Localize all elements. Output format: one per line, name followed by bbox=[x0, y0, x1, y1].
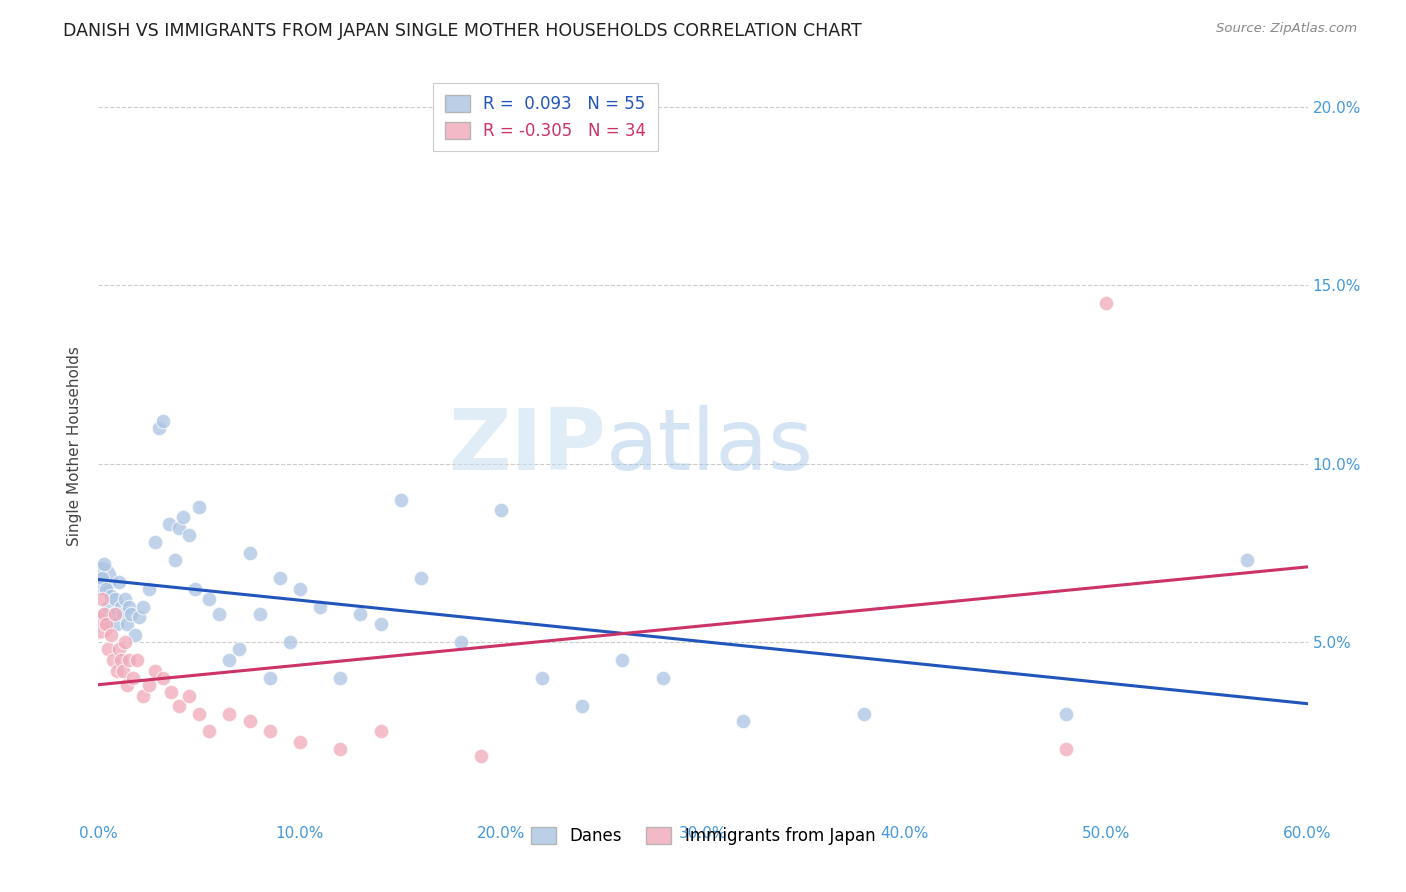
Point bbox=[370, 724, 392, 739]
Point bbox=[1054, 742, 1077, 756]
Point bbox=[651, 671, 673, 685]
Point bbox=[188, 500, 211, 514]
Point bbox=[96, 617, 118, 632]
Point bbox=[1095, 296, 1118, 310]
Point bbox=[103, 607, 125, 621]
Point bbox=[530, 671, 553, 685]
Point bbox=[198, 724, 221, 739]
Point bbox=[101, 653, 124, 667]
Point bbox=[1236, 553, 1258, 567]
Point bbox=[125, 653, 148, 667]
Point bbox=[269, 571, 291, 585]
Point bbox=[259, 724, 281, 739]
Point bbox=[128, 610, 150, 624]
Point bbox=[167, 521, 190, 535]
Point bbox=[114, 592, 136, 607]
Point bbox=[179, 689, 201, 703]
Point bbox=[114, 635, 136, 649]
Text: Source: ZipAtlas.com: Source: ZipAtlas.com bbox=[1216, 22, 1357, 36]
Point bbox=[148, 421, 170, 435]
Point bbox=[450, 635, 472, 649]
Point bbox=[631, 118, 654, 132]
Point bbox=[288, 582, 311, 596]
Point bbox=[329, 742, 352, 756]
Point bbox=[105, 617, 128, 632]
Point bbox=[198, 592, 221, 607]
Point bbox=[218, 653, 240, 667]
Point bbox=[100, 589, 122, 603]
Point bbox=[389, 492, 412, 507]
Point bbox=[97, 599, 120, 614]
Point bbox=[239, 546, 262, 560]
Point bbox=[107, 642, 129, 657]
Point bbox=[96, 582, 118, 596]
Point bbox=[115, 678, 138, 692]
Point bbox=[138, 678, 160, 692]
Point bbox=[1054, 706, 1077, 721]
Point bbox=[118, 653, 141, 667]
Point bbox=[89, 571, 111, 585]
Point bbox=[111, 664, 134, 678]
Point bbox=[249, 607, 271, 621]
Point bbox=[853, 706, 876, 721]
Point bbox=[138, 582, 160, 596]
Point bbox=[101, 607, 124, 621]
Text: ZIP: ZIP bbox=[449, 404, 606, 488]
Point bbox=[239, 714, 262, 728]
Point bbox=[259, 671, 281, 685]
Point bbox=[143, 664, 166, 678]
Point bbox=[370, 617, 392, 632]
Point bbox=[124, 628, 146, 642]
Point bbox=[132, 689, 155, 703]
Point bbox=[120, 607, 142, 621]
Point bbox=[110, 653, 132, 667]
Point bbox=[91, 571, 114, 585]
Legend: Danes, Immigrants from Japan: Danes, Immigrants from Japan bbox=[522, 819, 884, 854]
Point bbox=[172, 510, 194, 524]
Point bbox=[115, 617, 138, 632]
Point bbox=[288, 735, 311, 749]
Point bbox=[228, 642, 250, 657]
Point bbox=[184, 582, 207, 596]
Text: atlas: atlas bbox=[606, 404, 814, 488]
Point bbox=[409, 571, 432, 585]
Point bbox=[278, 635, 301, 649]
Point bbox=[97, 642, 120, 657]
Point bbox=[143, 535, 166, 549]
Point bbox=[93, 557, 115, 571]
Point bbox=[105, 664, 128, 678]
Point bbox=[157, 517, 180, 532]
Point bbox=[93, 607, 115, 621]
Point bbox=[179, 528, 201, 542]
Point bbox=[208, 607, 231, 621]
Point bbox=[163, 553, 186, 567]
Point bbox=[349, 607, 371, 621]
Point bbox=[110, 599, 132, 614]
Point bbox=[107, 574, 129, 589]
Point bbox=[733, 714, 755, 728]
Point bbox=[103, 592, 125, 607]
Point bbox=[167, 699, 190, 714]
Text: DANISH VS IMMIGRANTS FROM JAPAN SINGLE MOTHER HOUSEHOLDS CORRELATION CHART: DANISH VS IMMIGRANTS FROM JAPAN SINGLE M… bbox=[63, 22, 862, 40]
Point bbox=[491, 503, 513, 517]
Y-axis label: Single Mother Households: Single Mother Households bbox=[67, 346, 83, 546]
Point bbox=[470, 749, 492, 764]
Point bbox=[118, 599, 141, 614]
Point bbox=[309, 599, 332, 614]
Point bbox=[100, 628, 122, 642]
Point bbox=[89, 617, 111, 632]
Point bbox=[188, 706, 211, 721]
Point bbox=[329, 671, 352, 685]
Point bbox=[152, 671, 174, 685]
Point bbox=[121, 671, 143, 685]
Point bbox=[160, 685, 183, 699]
Point bbox=[132, 599, 155, 614]
Point bbox=[612, 653, 634, 667]
Point bbox=[111, 607, 134, 621]
Point bbox=[91, 592, 114, 607]
Point bbox=[152, 414, 174, 428]
Point bbox=[571, 699, 593, 714]
Point bbox=[218, 706, 240, 721]
